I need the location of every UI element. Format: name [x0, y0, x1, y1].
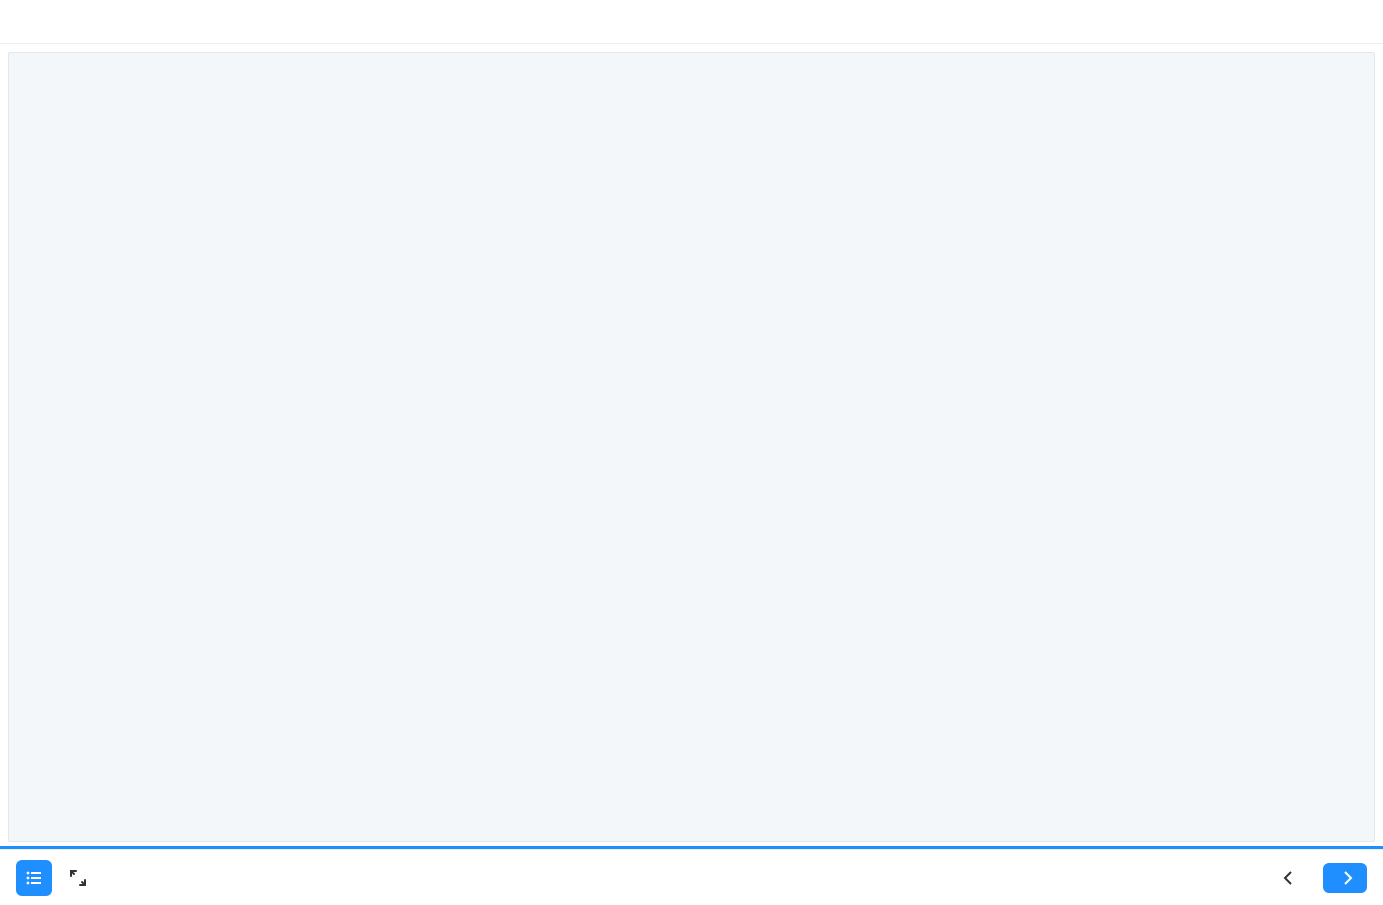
- footer: [0, 849, 1383, 905]
- chevron-left-icon: [1283, 871, 1293, 885]
- chevron-right-icon: [1343, 871, 1353, 885]
- fullscreen-button[interactable]: [66, 866, 90, 890]
- menu-button[interactable]: [16, 860, 52, 896]
- list-icon: [25, 869, 43, 887]
- slide-content: [8, 52, 1375, 842]
- back-button[interactable]: [1269, 863, 1313, 893]
- next-button[interactable]: [1323, 863, 1367, 893]
- fullscreen-icon: [69, 869, 87, 887]
- topbar: [0, 0, 1383, 44]
